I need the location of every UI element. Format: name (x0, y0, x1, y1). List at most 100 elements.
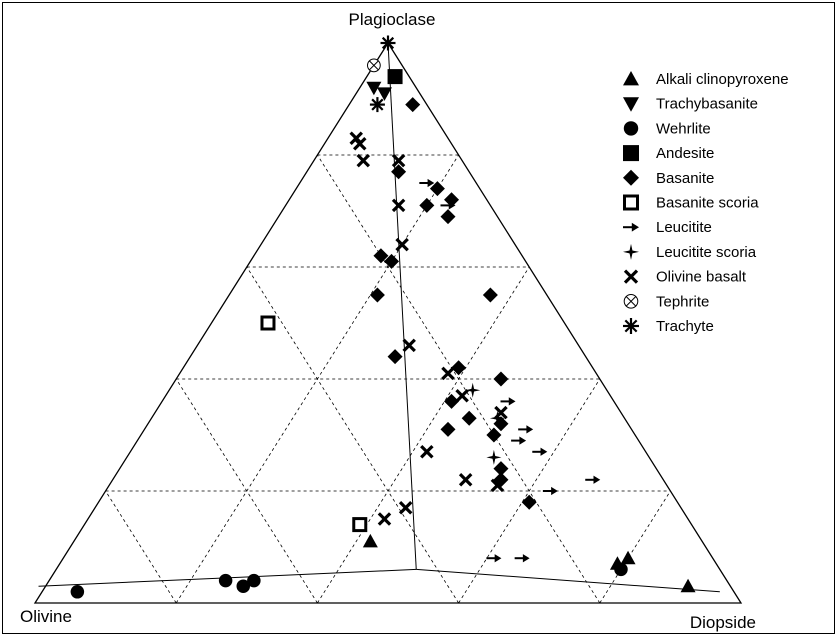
point-wehrlite-4 (614, 562, 628, 577)
ternary-grid (105, 154, 671, 604)
legend-marker-basanite-scoria (623, 194, 639, 211)
point-basanite-2 (429, 181, 445, 197)
point-leucitite-0 (419, 178, 435, 188)
legend: Alkali clinopyroxene Trachybasanite Wehrli… (623, 71, 789, 335)
grid-line-7 (175, 378, 318, 604)
legend-label-trachyte: Trachyte (656, 318, 714, 335)
point-wehrlite-0 (70, 585, 85, 599)
point-basanite-7 (384, 253, 400, 269)
legend-marker-leucitite-scoria (623, 243, 639, 260)
point-leucitite-1 (440, 201, 456, 210)
point-olivine-basalt-3 (391, 153, 406, 168)
point-basanite-8 (369, 287, 385, 303)
point-basanite-13 (444, 393, 460, 409)
point-olivine-basalt-6 (402, 338, 416, 353)
legend-label-basanite-scoria: Basanite scoria (656, 195, 759, 212)
legend-marker-andesite (623, 145, 639, 162)
apex-label-top: Plagioclase (349, 10, 436, 29)
tie-line-1 (416, 568, 720, 593)
point-wehrlite-1 (218, 573, 233, 588)
legend-label-leucitite: Leucitite (656, 219, 712, 236)
legend-label-basanite: Basanite (656, 170, 714, 187)
point-tephrite-0 (367, 58, 381, 73)
point-wehrlite-2 (236, 579, 251, 593)
point-basanite-14 (461, 410, 477, 426)
grid-line-8 (458, 378, 601, 604)
point-basanite-9 (482, 287, 498, 303)
point-alkali-clinopyroxene-3 (680, 578, 696, 593)
legend-marker-wehrlite (623, 121, 639, 136)
point-trachybasanite-0 (366, 81, 382, 96)
tie-lines (38, 42, 720, 593)
legend-label-trachybasanite: Trachybasanite (656, 96, 758, 113)
point-basanite-11 (451, 360, 467, 376)
point-leucitite-4 (511, 436, 527, 445)
legend-marker-trachyte (623, 318, 639, 334)
point-trachyte-1 (369, 97, 385, 113)
point-basanite-20 (521, 494, 537, 510)
point-basanite-scoria-1 (352, 517, 368, 533)
grid-line-5 (317, 266, 530, 604)
triangle-outline (33, 41, 743, 604)
point-leucitite-scoria-0 (465, 382, 481, 398)
point-leucitite-scoria-2 (486, 449, 502, 465)
point-olivine-basalt-5 (395, 237, 409, 252)
point-olivine-basalt-14 (377, 512, 392, 526)
grid-line-4 (246, 266, 459, 604)
point-leucitite-2 (500, 397, 516, 406)
point-leucitite-3 (518, 425, 534, 434)
point-olivine-basalt-9 (494, 405, 508, 420)
legend-marker-alkali-clinopyroxene (623, 71, 639, 86)
point-basanite-12 (493, 371, 509, 387)
point-trachybasanite-1 (376, 87, 392, 101)
legend-label-andesite: Andesite (656, 145, 714, 162)
point-basanite-4 (444, 192, 460, 208)
legend-marker-trachybasanite (623, 97, 639, 112)
data-points (70, 35, 696, 599)
legend-label-leucitite-scoria: Leucitite scoria (656, 244, 757, 261)
legend-marker-basanite (623, 169, 639, 186)
legend-marker-tephrite (623, 293, 639, 309)
point-basanite-0 (405, 97, 421, 113)
point-leucitite-6 (585, 475, 601, 484)
legend-label-tephrite: Tephrite (656, 293, 709, 310)
legend-label-alkali-clinopyroxene: Alkali clinopyroxene (656, 71, 789, 88)
point-olivine-basalt-10 (420, 445, 434, 459)
point-olivine-basalt-13 (398, 501, 413, 515)
point-basanite-5 (440, 209, 456, 225)
point-basanite-17 (486, 427, 502, 443)
point-basanite-scoria-0 (260, 315, 276, 331)
point-olivine-basalt-1 (353, 137, 367, 151)
point-olivine-basalt-7 (441, 366, 455, 381)
point-basanite-3 (419, 197, 435, 213)
point-leucitite-9 (514, 554, 530, 563)
point-olivine-basalt-12 (490, 478, 505, 493)
point-basanite-6 (373, 248, 389, 264)
legend-label-olivine-basalt: Olivine basalt (656, 269, 747, 286)
point-olivine-basalt-11 (458, 473, 473, 487)
point-basanite-18 (493, 461, 509, 477)
point-leucitite-5 (532, 447, 548, 456)
point-olivine-basalt-2 (356, 153, 371, 168)
grid-line-11 (599, 490, 671, 604)
point-basanite-16 (440, 421, 456, 437)
legend-marker-olivine-basalt (623, 269, 639, 284)
tie-line-2 (387, 42, 417, 570)
point-andesite-0 (387, 69, 403, 85)
apex-label-left: Olivine (20, 607, 72, 626)
apex-label-right: Diopside (690, 613, 756, 632)
point-wehrlite-3 (247, 573, 261, 588)
grid-line-10 (105, 490, 177, 604)
point-basanite-1 (391, 164, 407, 180)
point-basanite-10 (387, 349, 403, 365)
point-leucitite-7 (542, 486, 558, 496)
point-trachyte-0 (380, 35, 396, 51)
point-alkali-clinopyroxene-2 (620, 550, 636, 565)
point-olivine-basalt-4 (391, 198, 406, 213)
legend-marker-leucitite (623, 222, 639, 232)
point-leucitite-8 (486, 554, 502, 563)
point-olivine-basalt-8 (455, 389, 469, 403)
point-alkali-clinopyroxene-0 (362, 533, 378, 548)
legend-label-wehrlite: Wehrlite (656, 120, 711, 137)
